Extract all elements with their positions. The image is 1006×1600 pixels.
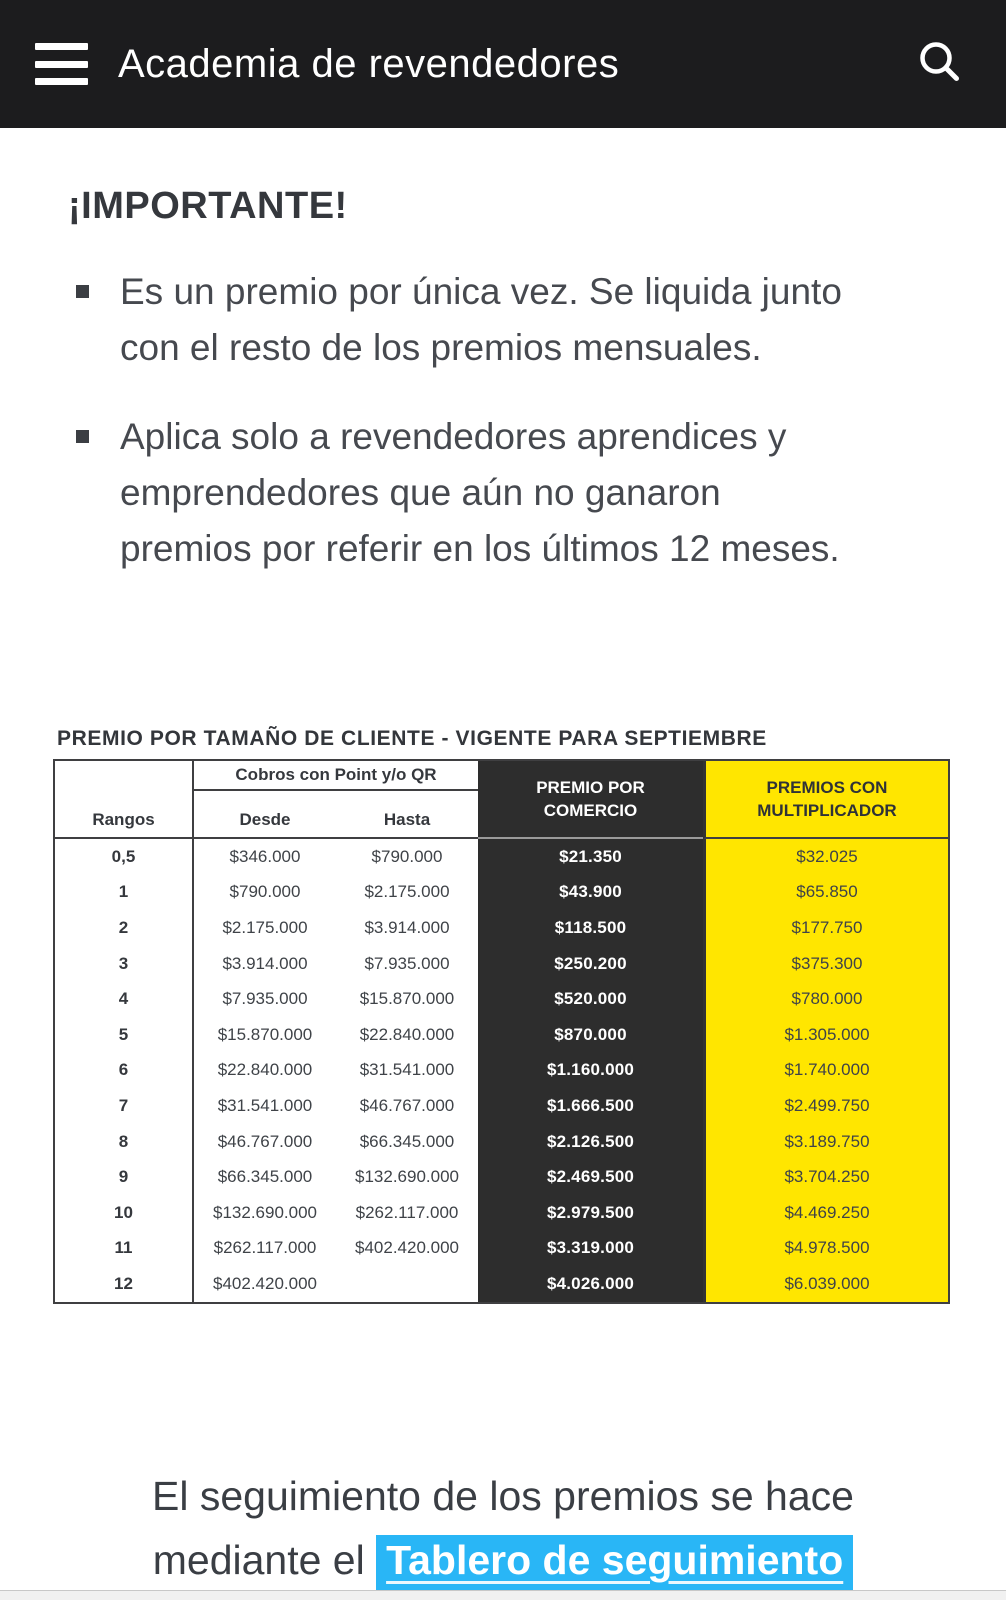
cell-desde: $346.000 [229,846,301,866]
cell-hasta: $132.690.000 [355,1167,459,1187]
cell-premio-comercio: $1.160.000 [478,1052,703,1089]
cell-premio-multiplicador: $4.978.500 [703,1230,948,1267]
cell-premio-multiplicador: $4.469.250 [703,1194,948,1231]
cell-premio-comercio: $520.000 [478,981,703,1017]
bullet-text: Es un premio por única vez. Se liquida j… [120,271,842,368]
cell-rango: 0,5 [55,839,194,875]
bullet-text: Aplica solo a revendedores aprendices y … [120,416,840,569]
cell-desde: $15.870.000 [217,1024,313,1044]
cell-premio-comercio: $250.200 [478,945,703,982]
cell-premio-comercio: $2.979.500 [478,1194,703,1231]
bullet-square-icon [76,285,89,298]
cell-premio-multiplicador: $375.300 [703,945,948,982]
cell-premio-comercio: $3.319.000 [478,1230,703,1267]
cell-premio-comercio: $2.469.500 [478,1159,703,1195]
tracking-line2-prefix: mediante el [152,1536,377,1583]
cell-rango: 12 [55,1266,194,1302]
cell-hasta: $2.175.000 [364,882,450,902]
column-group-header-cobros: Cobros con Point y/o QR [194,761,478,791]
cell-hasta: $31.541.000 [359,1060,455,1080]
search-icon[interactable] [914,38,966,90]
hamburger-bar [35,43,88,50]
important-bullet-list: Es un premio por única vez. Se liquida j… [76,264,938,577]
important-heading: ¡IMPORTANTE! [68,185,348,227]
cell-premio-multiplicador: $177.750 [703,910,948,946]
cell-rango: 1 [55,874,194,911]
cell-desde: $262.117.000 [213,1238,317,1258]
cell-desde: $22.840.000 [217,1060,313,1080]
column-header-rangos: Rangos [55,761,194,839]
cell-premio-comercio: $2.126.500 [478,1123,703,1160]
cell-desde: $46.767.000 [217,1131,313,1151]
column-header-hasta: Hasta [336,791,478,839]
list-item: Aplica solo a revendedores aprendices y … [76,409,938,577]
cell-desde: $31.541.000 [217,1095,313,1115]
cell-premio-multiplicador: $3.189.750 [703,1123,948,1160]
cell-desde: $3.914.000 [222,953,308,973]
hamburger-bar [35,60,88,68]
cell-hasta: $790.000 [371,846,443,866]
hamburger-bar [35,78,88,85]
cell-desde: $790.000 [229,882,301,902]
cell-premio-comercio: $4.026.000 [478,1266,703,1302]
magnifier-glyph [920,42,959,81]
cell-desde: $402.420.000 [213,1273,317,1293]
cell-premio-multiplicador: $1.740.000 [703,1052,948,1089]
cell-premio-multiplicador: $780.000 [703,981,948,1017]
page-title: Academia de revendedores [118,41,620,86]
cell-desde: $132.690.000 [213,1202,317,1222]
cell-desde: $2.175.000 [222,917,308,937]
cell-premio-comercio: $21.350 [478,839,703,875]
cell-desde: $7.935.000 [222,989,308,1009]
cell-hasta: $262.117.000 [355,1202,459,1222]
premios-table: Rangos Cobros con Point y/o QR Desde Has… [53,759,950,1304]
hamburger-menu-icon[interactable] [35,43,88,85]
cell-premio-multiplicador: $2.499.750 [703,1088,948,1124]
cell-rango: 9 [55,1159,194,1195]
bottom-divider [0,1590,1006,1600]
cell-premio-multiplicador: $6.039.000 [703,1266,948,1302]
bullet-square-icon [76,430,89,443]
cell-hasta: $15.870.000 [359,989,455,1009]
cell-hasta: $3.914.000 [364,917,450,937]
cell-premio-multiplicador: $32.025 [703,839,948,875]
cell-rango: 10 [55,1194,194,1231]
cell-premio-comercio: $43.900 [478,874,703,911]
cell-rango: 6 [55,1052,194,1089]
tablero-seguimiento-link[interactable]: Tablero de seguimiento [376,1534,854,1591]
tracking-line1: El seguimiento de los premios se hace [152,1472,854,1519]
cell-rango: 2 [55,910,194,946]
cell-premio-comercio: $118.500 [478,910,703,946]
cell-premio-multiplicador: $1.305.000 [703,1016,948,1053]
cell-rango: 4 [55,981,194,1017]
cell-rango: 5 [55,1016,194,1053]
cell-premio-comercio: $870.000 [478,1016,703,1053]
cell-hasta: $402.420.000 [355,1238,459,1258]
cell-hasta: $46.767.000 [359,1095,455,1115]
cell-hasta: $66.345.000 [359,1131,455,1151]
cell-premio-multiplicador: $65.850 [703,874,948,911]
column-header-premios-multiplicador: PREMIOS CON MULTIPLICADOR [703,761,948,839]
app-bar: Academia de revendedores [0,0,1006,128]
tracking-paragraph: El seguimiento de los premios se hace me… [0,1464,1006,1592]
cell-hasta: $7.935.000 [364,953,450,973]
table-title: PREMIO POR TAMAÑO DE CLIENTE - VIGENTE P… [57,727,767,750]
column-header-premio-comercio: PREMIO POR COMERCIO [478,761,703,839]
cell-rango: 11 [55,1230,194,1267]
cell-rango: 3 [55,945,194,982]
cell-premio-multiplicador: $3.704.250 [703,1159,948,1195]
list-item: Es un premio por única vez. Se liquida j… [76,264,938,376]
column-header-desde: Desde [194,791,336,839]
cell-hasta [336,1266,478,1302]
cell-rango: 7 [55,1088,194,1124]
cell-desde: $66.345.000 [217,1167,313,1187]
cell-premio-comercio: $1.666.500 [478,1088,703,1124]
cell-hasta: $22.840.000 [359,1024,455,1044]
cell-rango: 8 [55,1123,194,1160]
